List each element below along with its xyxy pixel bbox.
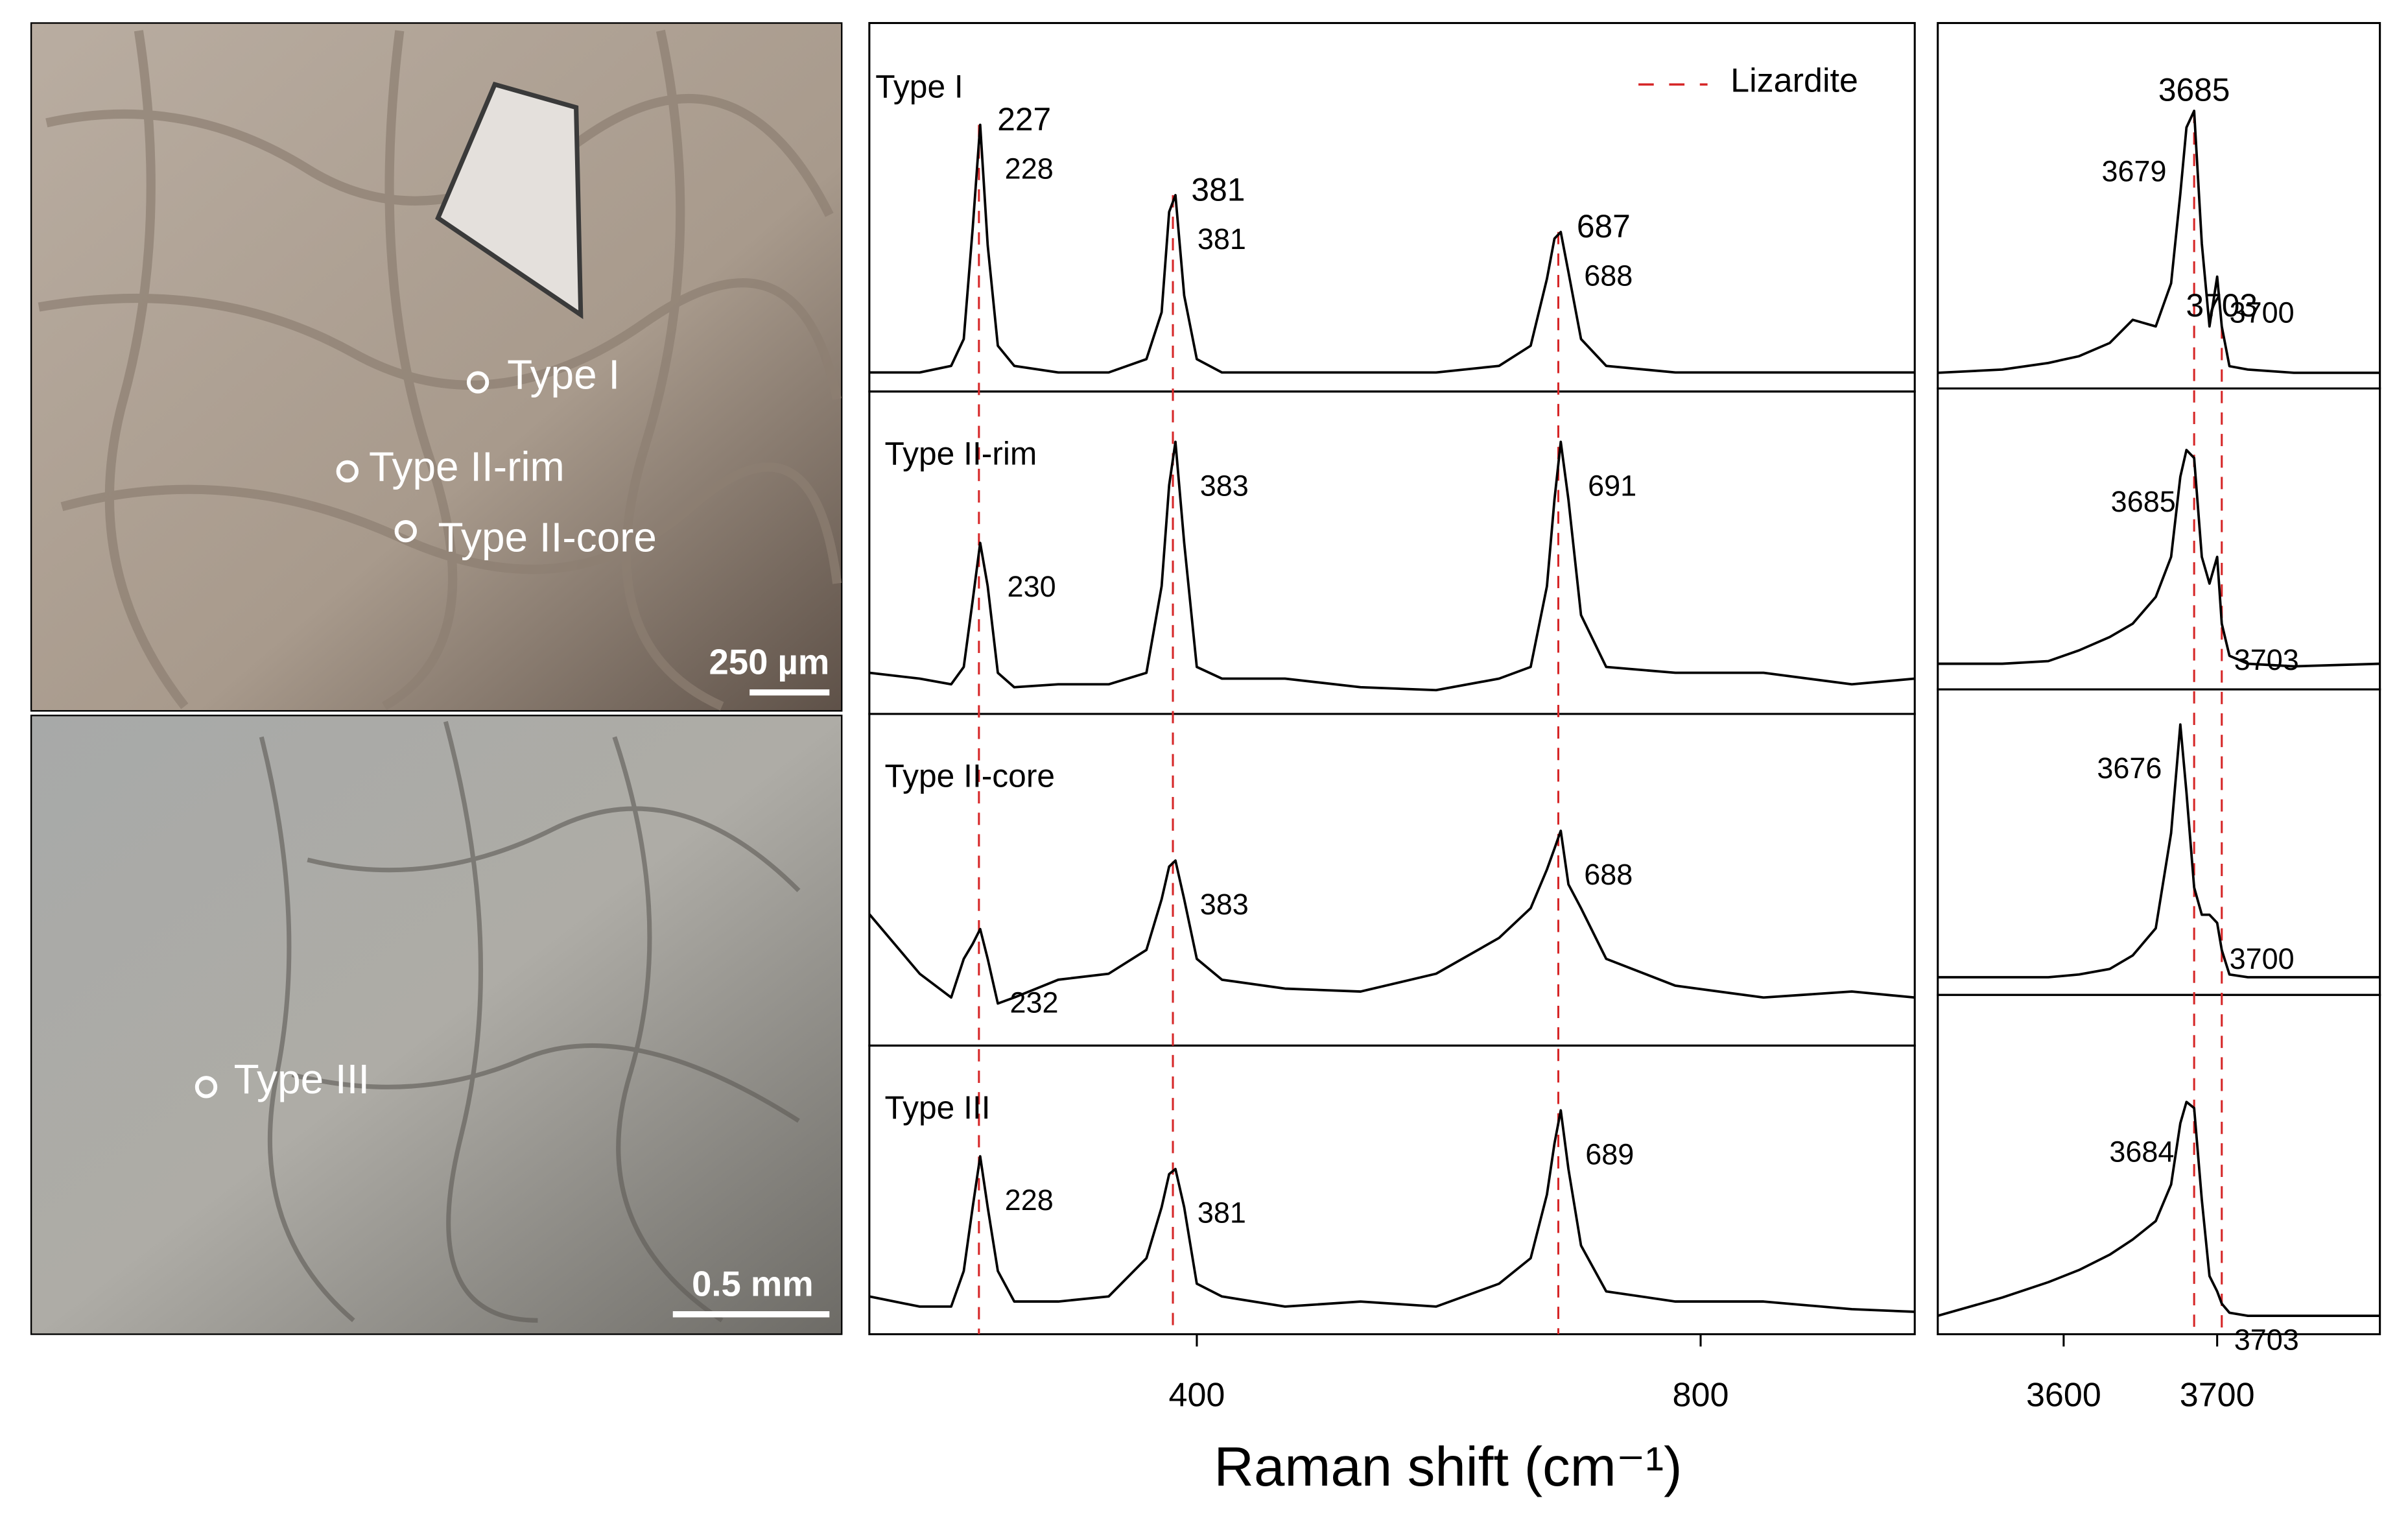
peak-label: 3703 <box>2234 643 2299 676</box>
peak-label: 232 <box>1009 986 1058 1019</box>
reference-label: 381 <box>1191 171 1245 208</box>
panel-label: Type I <box>875 68 963 104</box>
peak-label: 689 <box>1585 1137 1634 1170</box>
peak-label: 383 <box>1200 469 1249 502</box>
peak-label: 3700 <box>2230 296 2295 329</box>
peak-label: 381 <box>1198 1196 1246 1229</box>
spectrum <box>869 1109 1915 1313</box>
spectrum <box>1937 723 2380 979</box>
peak-label: 691 <box>1588 469 1636 502</box>
legend-label: Lizardite <box>1730 62 1858 100</box>
peak-label: 3700 <box>2230 942 2295 975</box>
reference-label: 687 <box>1577 208 1631 244</box>
photo-label: Type I <box>507 351 620 398</box>
spectrum <box>869 123 1915 374</box>
peak-label: 228 <box>1005 152 1054 185</box>
photo-label: Type III <box>234 1056 370 1102</box>
x-tick-label: 3600 <box>2026 1376 2101 1414</box>
panel-frame <box>1937 993 2381 1336</box>
peak-label: 3703 <box>2234 1323 2299 1356</box>
spectrum <box>868 829 1915 1005</box>
peak-label: 3685 <box>2111 485 2176 518</box>
photo-label: Type II-rim <box>369 443 565 490</box>
spectrum <box>1937 1100 2380 1317</box>
spectrum <box>1937 449 2380 668</box>
scale-bar-label: 0.5 mm <box>692 1265 814 1304</box>
micrograph-bottom: Type III 0.5 mm <box>30 715 843 1335</box>
peak-label: 688 <box>1584 259 1633 292</box>
peak-label: 383 <box>1200 888 1249 921</box>
peak-label: 3679 <box>2101 154 2166 187</box>
micrograph-top: Type I Type II-rim Type II-core 250 µm <box>30 22 843 712</box>
spectrum <box>869 440 1915 692</box>
peak-label: 230 <box>1008 570 1056 603</box>
x-tick-label: 800 <box>1673 1376 1729 1414</box>
reference-label: 227 <box>997 101 1051 137</box>
peak-label: 688 <box>1584 858 1633 891</box>
spectrum <box>1937 110 2380 374</box>
reference-label: 3685 <box>2158 72 2230 108</box>
peak-label: 3684 <box>2109 1135 2174 1169</box>
x-tick-label: 3700 <box>2180 1376 2255 1414</box>
panel-frame <box>868 1044 1916 1336</box>
panel-label: Type II-core <box>885 758 1056 794</box>
peak-label: 3676 <box>2097 752 2162 785</box>
x-tick-label: 400 <box>1168 1376 1225 1414</box>
scale-bar-label: 250 µm <box>709 643 830 682</box>
photo-label: Type II-core <box>438 514 657 560</box>
panel-label: Type III <box>885 1089 991 1126</box>
panel-label: Type II-rim <box>885 435 1037 471</box>
peak-label: 228 <box>1005 1183 1054 1217</box>
peak-label: 381 <box>1198 222 1246 255</box>
x-axis-title: Raman shift (cm⁻¹) <box>1214 1436 1682 1498</box>
